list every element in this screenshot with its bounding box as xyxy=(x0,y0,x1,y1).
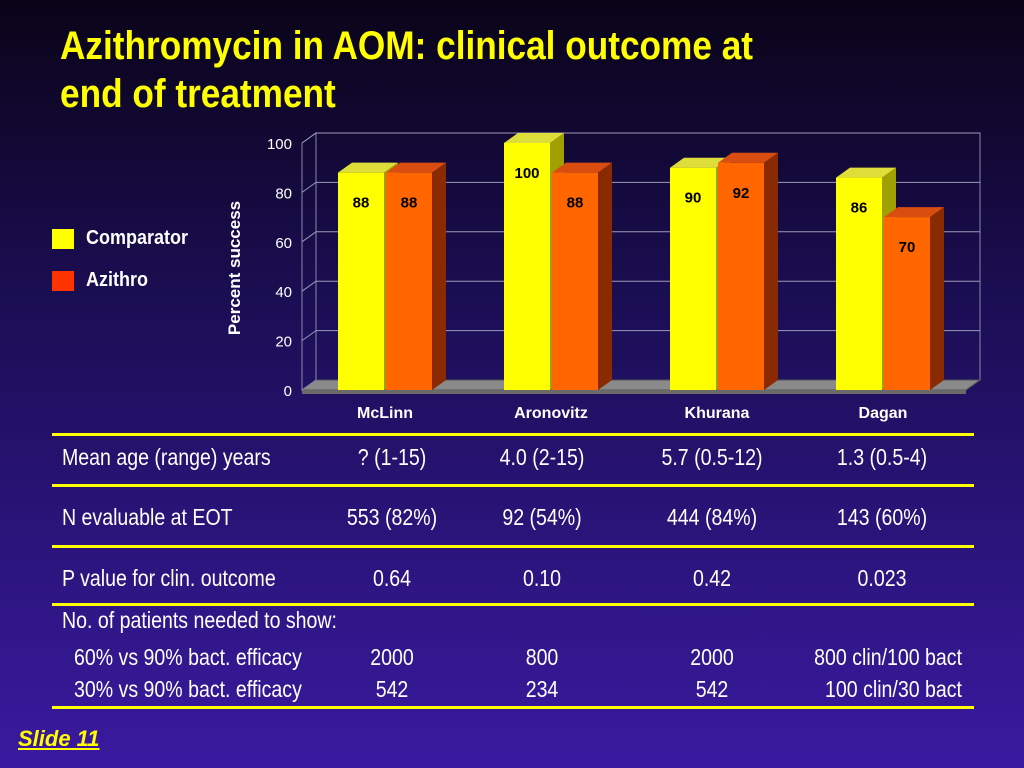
table-cell: 553 (82%) xyxy=(346,504,438,530)
row-label-p-value: P value for clin. outcome xyxy=(62,565,276,591)
slide-title: Azithromycin in AOM: clinical outcome at… xyxy=(60,22,852,118)
y-tick-label: 100 xyxy=(267,136,292,153)
table-rule-3 xyxy=(52,603,974,606)
sub-row-label-30-vs-90: 30% vs 90% bact. efficacy xyxy=(74,676,302,702)
table-cell: 0.10 xyxy=(522,565,562,591)
bar-side-1 xyxy=(930,207,944,390)
table-rule-1 xyxy=(52,484,974,487)
table-cell: 92 (54%) xyxy=(502,504,582,530)
section-label-patients-needed: No. of patients needed to show: xyxy=(62,607,337,633)
title-line-1: Azithromycin in AOM: clinical outcome at xyxy=(60,24,753,68)
table-cell: 542 xyxy=(695,676,729,702)
data-label: 88 xyxy=(401,195,418,212)
gridline-side xyxy=(301,231,317,243)
legend-label-azithro: Azithro xyxy=(86,269,149,291)
table-rule-2 xyxy=(52,545,974,548)
table-cell: 800 xyxy=(525,644,559,670)
bar-top-0 xyxy=(670,157,730,168)
data-label: 90 xyxy=(685,190,702,207)
bar-side-1 xyxy=(432,162,446,390)
gridline-side xyxy=(301,132,317,144)
data-label: 100 xyxy=(514,165,539,182)
table-cell: 143 (60%) xyxy=(836,504,928,530)
bar-azithro xyxy=(884,217,930,390)
data-label: 86 xyxy=(851,200,868,217)
bar-top-0 xyxy=(338,162,398,173)
sub-row-label-60-vs-90: 60% vs 90% bact. efficacy xyxy=(74,644,302,670)
bar-comparator xyxy=(670,167,716,390)
table-cell: 4.0 (2-15) xyxy=(499,444,585,470)
bar-azithro xyxy=(718,162,764,390)
table-cell: 2000 xyxy=(370,644,414,670)
table-cell: 234 xyxy=(525,676,559,702)
legend-swatch-azithro xyxy=(52,271,74,291)
legend-swatch-comparator xyxy=(52,229,74,249)
y-axis-title: Percent success xyxy=(225,201,244,335)
slide-number: Slide 11 xyxy=(18,726,100,751)
x-tick-label: McLinn xyxy=(357,405,413,422)
bar-side-1 xyxy=(598,162,612,390)
row-label-mean-age: Mean age (range) years xyxy=(62,444,271,470)
chart-floor-edge xyxy=(302,390,966,394)
chart-side-wall xyxy=(301,132,317,391)
data-label: 70 xyxy=(899,239,916,256)
data-label: 88 xyxy=(353,195,370,212)
x-tick-label: Khurana xyxy=(685,405,750,422)
gridline-side xyxy=(301,280,317,292)
gridline-side xyxy=(301,181,317,193)
row-label-n-evaluable: N evaluable at EOT xyxy=(62,504,233,530)
table-rule-bottom xyxy=(52,706,974,709)
bar-chart: 0 20 40 60 80 100 Percent success 88 88 McLinn 100… xyxy=(225,132,982,422)
y-tick-label: 40 xyxy=(275,284,292,301)
x-tick-label: Dagan xyxy=(859,405,908,422)
bar-comparator xyxy=(504,143,550,390)
y-tick-label: 20 xyxy=(275,334,292,351)
bar-top-1 xyxy=(884,207,944,218)
bar-side-1 xyxy=(764,152,778,390)
y-tick-label: 0 xyxy=(284,383,292,400)
bar-top-1 xyxy=(552,162,612,173)
y-tick-label: 60 xyxy=(275,235,292,252)
table-cell: 444 (84%) xyxy=(666,504,758,530)
table-cell: 2000 xyxy=(690,644,734,670)
bar-comparator xyxy=(338,172,384,390)
y-tick-label: 80 xyxy=(275,185,292,202)
x-tick-label: Aronovitz xyxy=(514,405,588,422)
table-cell: 800 clin/100 bact xyxy=(814,644,962,670)
table-cell: 1.3 (0.5-4) xyxy=(836,444,928,470)
bar-top-1 xyxy=(718,152,778,163)
legend-label-comparator: Comparator xyxy=(86,227,189,249)
bar-top-0 xyxy=(836,167,896,178)
bar-azithro xyxy=(552,172,598,390)
table-cell: 0.023 xyxy=(857,565,907,591)
table-cell: 542 xyxy=(375,676,409,702)
table-cell: 0.64 xyxy=(372,565,412,591)
table-cell: 5.7 (0.5-12) xyxy=(661,444,763,470)
data-label: 88 xyxy=(567,195,584,212)
bar-azithro xyxy=(386,172,432,390)
table-cell: ? (1-15) xyxy=(357,444,427,470)
gridline-side xyxy=(301,330,317,342)
table-cell: 0.42 xyxy=(692,565,732,591)
data-label: 92 xyxy=(733,185,750,202)
table-cell: 100 clin/30 bact xyxy=(825,676,962,702)
bar-top-1 xyxy=(386,162,446,173)
bar-top-0 xyxy=(504,133,564,143)
table-rule-top xyxy=(52,433,974,436)
title-line-2: end of treatment xyxy=(60,72,336,116)
bar-comparator xyxy=(836,177,882,390)
